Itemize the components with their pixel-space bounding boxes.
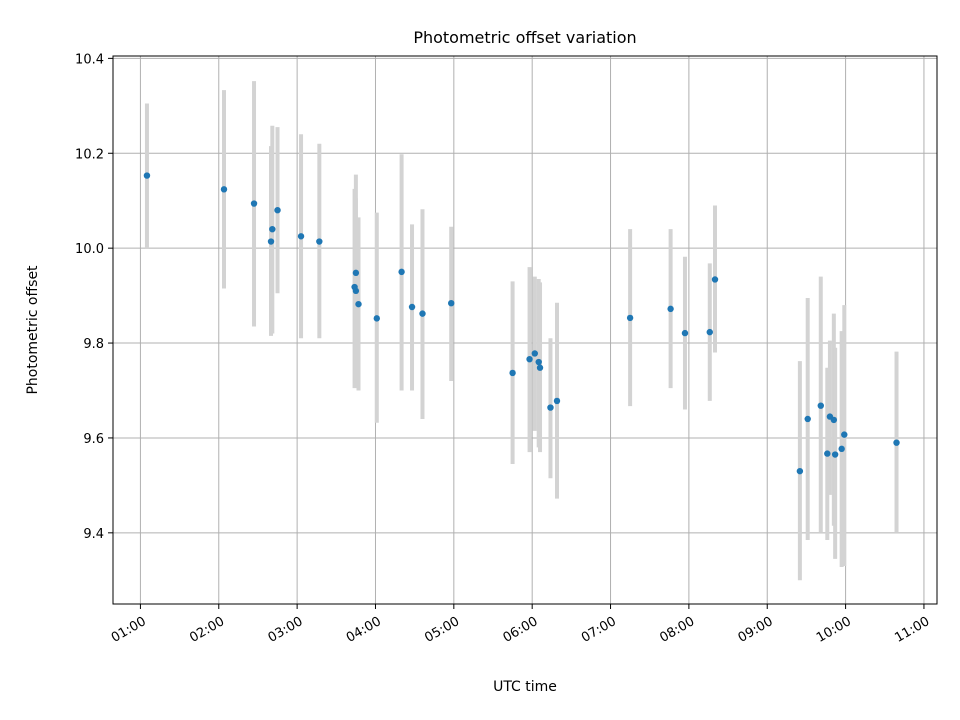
data-point <box>408 303 416 311</box>
data-point <box>893 439 900 446</box>
data-point <box>269 225 276 233</box>
data-point <box>509 369 516 377</box>
data-point <box>352 269 360 277</box>
data-point <box>373 315 380 322</box>
data-points <box>143 172 900 475</box>
data-point <box>536 364 544 371</box>
data-point <box>448 299 455 307</box>
data-point <box>535 358 542 366</box>
data-point <box>220 186 228 193</box>
y-tick-label: 10.0 <box>75 242 104 257</box>
data-point <box>831 451 839 458</box>
data-point <box>352 287 360 295</box>
data-point <box>250 200 258 207</box>
data-point <box>817 402 824 409</box>
y-tick-label: 9.8 <box>83 337 104 352</box>
y-tick-label: 9.4 <box>83 527 104 542</box>
data-point <box>553 397 561 405</box>
data-point <box>531 350 538 357</box>
data-point <box>796 467 804 475</box>
y-tick-label: 9.6 <box>83 432 104 447</box>
data-point <box>398 268 405 276</box>
data-point <box>419 310 426 317</box>
y-axis-label: Photometric offset <box>25 265 41 395</box>
data-point <box>526 355 533 363</box>
plot-frame <box>112 55 938 605</box>
data-point <box>143 172 151 179</box>
data-point <box>626 314 634 322</box>
x-axis-label: UTC time <box>493 679 557 695</box>
data-point <box>706 328 713 336</box>
data-point <box>355 300 362 308</box>
data-point <box>274 206 281 214</box>
data-point <box>830 416 838 424</box>
data-point <box>681 329 689 337</box>
data-point <box>824 450 831 457</box>
data-point <box>547 404 554 411</box>
data-point <box>297 233 305 240</box>
y-tick-label: 10.2 <box>75 147 104 162</box>
data-point <box>316 238 323 245</box>
data-point <box>838 445 845 453</box>
data-point <box>667 305 674 313</box>
chart-title: Photometric offset variation <box>413 28 636 47</box>
data-point <box>841 431 848 438</box>
data-point <box>267 238 275 245</box>
data-point <box>711 276 719 283</box>
data-point <box>804 415 811 423</box>
y-tick-label: 10.4 <box>75 52 104 67</box>
